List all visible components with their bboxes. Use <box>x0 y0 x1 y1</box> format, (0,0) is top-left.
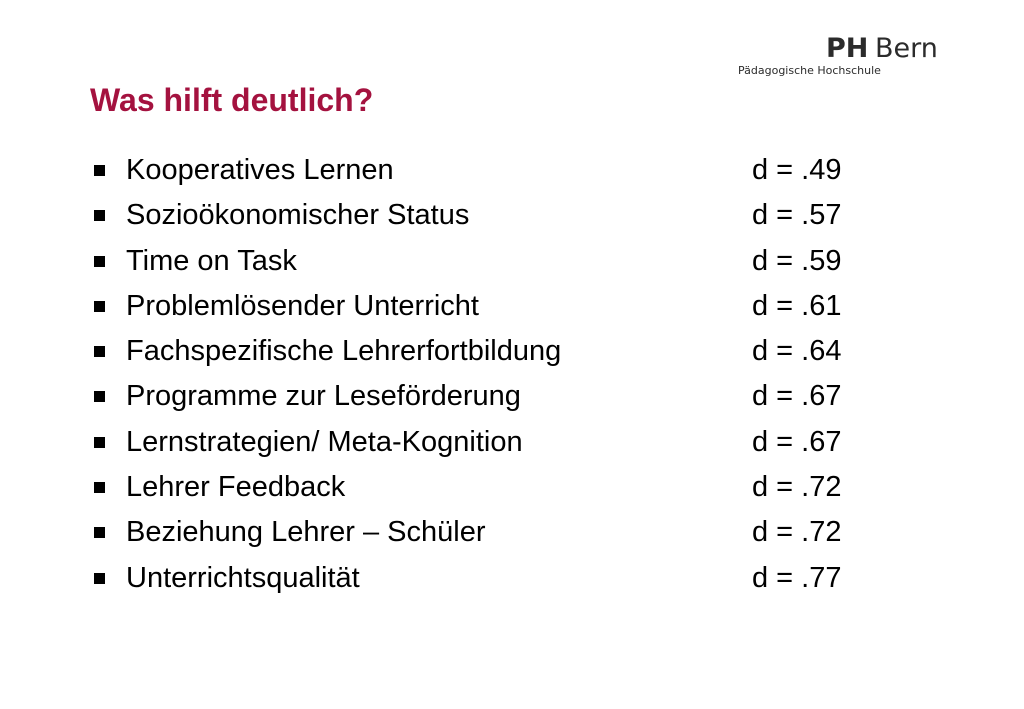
item-label: Unterrichtsqualität <box>126 561 360 594</box>
item-value: d = .67 <box>752 425 842 458</box>
item-value: d = .72 <box>752 516 842 549</box>
item-value: d = .77 <box>752 561 842 594</box>
item-label: Programme zur Leseförderung <box>126 380 521 413</box>
square-bullet-icon <box>94 436 105 448</box>
logo-ph-text: PH <box>826 33 869 64</box>
list-item: Lernstrategien/ Meta-Kognition d = .67 <box>90 420 870 465</box>
list-item: Unterrichtsqualität d = .77 <box>90 556 870 601</box>
item-value: d = .64 <box>752 335 842 368</box>
square-bullet-icon <box>94 572 105 584</box>
item-label: Sozioökonomischer Status <box>126 199 470 232</box>
list-item: Sozioökonomischer Status d = .57 <box>90 193 870 238</box>
item-value: d = .49 <box>752 154 842 186</box>
list-item: Programme zur Leseförderung d = .67 <box>90 374 870 419</box>
bullet-list: Kooperatives Lernen d = .49 Sozioökonomi… <box>90 148 870 601</box>
item-value: d = .59 <box>752 244 842 277</box>
phbern-logo: PH Bern Pädagogische Hochschule <box>724 34 944 82</box>
square-bullet-icon <box>94 210 105 222</box>
item-value: d = .57 <box>752 199 842 232</box>
list-item: Fachspezifische Lehrerfortbildung d = .6… <box>90 329 870 374</box>
logo-subtitle: Pädagogische Hochschule <box>738 64 881 77</box>
item-label: Fachspezifische Lehrerfortbildung <box>126 335 562 368</box>
square-bullet-icon <box>94 346 105 358</box>
item-label: Kooperatives Lernen <box>126 154 394 186</box>
square-bullet-icon <box>94 165 105 176</box>
item-label: Lehrer Feedback <box>126 471 346 504</box>
list-item: Beziehung Lehrer – Schüler d = .72 <box>90 510 870 555</box>
square-bullet-icon <box>94 300 105 312</box>
item-label: Problemlösender Unterricht <box>126 289 479 322</box>
item-value: d = .72 <box>752 471 842 504</box>
square-bullet-icon <box>94 482 105 494</box>
square-bullet-icon <box>94 391 105 403</box>
logo-bern-text: Bern <box>875 33 938 64</box>
list-item: Problemlösender Unterricht d = .61 <box>90 284 870 329</box>
list-item: Time on Task d = .59 <box>90 239 870 284</box>
list-item: Lehrer Feedback d = .72 <box>90 465 870 510</box>
list-item: Kooperatives Lernen d = .49 <box>90 148 870 193</box>
item-value: d = .67 <box>752 380 842 413</box>
slide-title: Was hilft deutlich? <box>90 82 374 118</box>
item-label: Beziehung Lehrer – Schüler <box>126 516 486 549</box>
item-value: d = .61 <box>752 289 842 322</box>
square-bullet-icon <box>94 255 105 267</box>
item-label: Lernstrategien/ Meta-Kognition <box>126 425 523 458</box>
square-bullet-icon <box>94 527 105 539</box>
item-label: Time on Task <box>126 244 297 277</box>
